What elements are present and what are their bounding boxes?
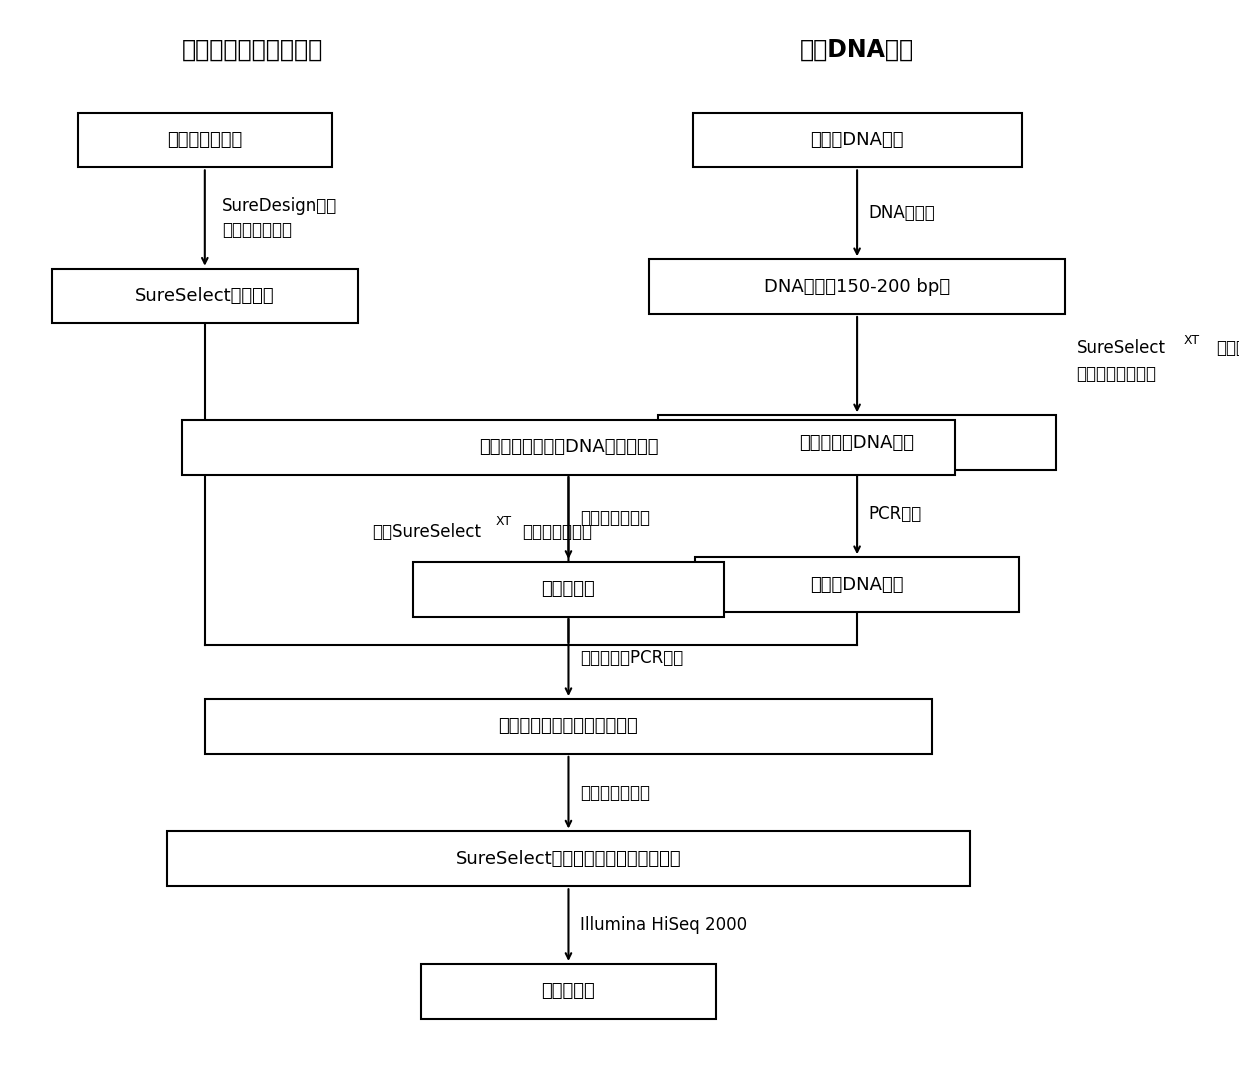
Text: 备试剂盒准备样品: 备试剂盒准备样品 — [1077, 365, 1156, 383]
Text: 高通量测序: 高通量测序 — [541, 982, 596, 1000]
Text: XT: XT — [1183, 333, 1199, 346]
FancyBboxPatch shape — [182, 420, 955, 475]
FancyBboxPatch shape — [52, 268, 358, 324]
FancyBboxPatch shape — [693, 113, 1022, 167]
Text: PCR扩增: PCR扩增 — [869, 505, 922, 523]
Text: 文库制: 文库制 — [1217, 339, 1239, 357]
Text: SureSelect: SureSelect — [1077, 339, 1166, 357]
Text: SureSelect捕获文库: SureSelect捕获文库 — [135, 286, 275, 305]
Text: 目标基因组定位: 目标基因组定位 — [167, 131, 243, 149]
Text: 制备的DNA文库: 制备的DNA文库 — [810, 575, 903, 593]
Text: 带索引的靶向富集文库扩增子: 带索引的靶向富集文库扩增子 — [498, 718, 638, 736]
Text: SureDesign设计
靶序列（探针）: SureDesign设计 靶序列（探针） — [222, 197, 337, 239]
Text: SureSelect技术富集的带索引测序样品: SureSelect技术富集的带索引测序样品 — [456, 850, 681, 868]
FancyBboxPatch shape — [204, 699, 932, 754]
Text: DNA片段化: DNA片段化 — [869, 204, 935, 223]
Text: DNA片段（150-200 bp）: DNA片段（150-200 bp） — [764, 278, 950, 296]
FancyBboxPatch shape — [78, 113, 332, 167]
Text: 接头标记的DNA文库: 接头标记的DNA文库 — [799, 433, 914, 452]
Text: 捕获的文库: 捕获的文库 — [541, 580, 596, 599]
Text: 制备DNA文库: 制备DNA文库 — [800, 38, 914, 62]
Text: 试剂和流程杂交: 试剂和流程杂交 — [523, 524, 592, 541]
FancyBboxPatch shape — [413, 562, 725, 617]
Text: 混合捕获的样品: 混合捕获的样品 — [580, 784, 650, 802]
FancyBboxPatch shape — [658, 415, 1056, 470]
Text: XT: XT — [496, 514, 512, 527]
Text: 创建靶向捕获基因组合: 创建靶向捕获基因组合 — [182, 38, 323, 62]
FancyBboxPatch shape — [421, 964, 716, 1019]
FancyBboxPatch shape — [695, 557, 1018, 612]
Text: 磁珠捕获杂交子: 磁珠捕获杂交子 — [580, 509, 650, 527]
Text: 按照SureSelect: 按照SureSelect — [372, 524, 481, 541]
FancyBboxPatch shape — [649, 259, 1064, 314]
FancyBboxPatch shape — [167, 832, 970, 886]
Text: 捕获文库和制备的DNA文库杂交子: 捕获文库和制备的DNA文库杂交子 — [478, 439, 658, 457]
Text: Illumina HiSeq 2000: Illumina HiSeq 2000 — [580, 916, 747, 934]
Text: 带索引引物PCR扩增: 带索引引物PCR扩增 — [580, 649, 683, 667]
Text: 基因组DNA样品: 基因组DNA样品 — [810, 131, 903, 149]
